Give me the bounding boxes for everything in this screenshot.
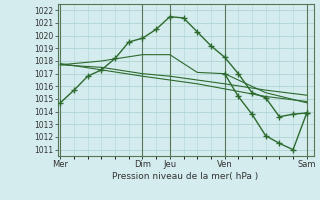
X-axis label: Pression niveau de la mer( hPa ): Pression niveau de la mer( hPa ) [112,172,259,181]
